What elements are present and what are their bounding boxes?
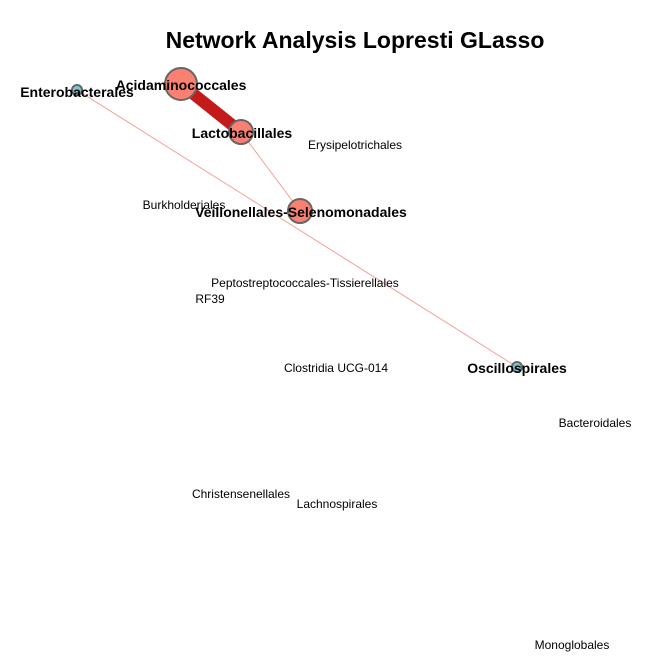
node-layer [71, 67, 523, 373]
edge-layer [76, 79, 518, 368]
node-label-erysipelotrichales: Erysipelotrichales [308, 138, 402, 152]
node-label-monoglobales: Monoglobales [535, 638, 610, 652]
node-label-lachnospirales: Lachnospirales [297, 497, 378, 511]
chart-title: Network Analysis Lopresti GLasso [166, 27, 545, 53]
node-acidaminococcales[interactable] [164, 67, 198, 101]
node-label-bacteroidales: Bacteroidales [559, 416, 632, 430]
node-oscillospirales[interactable] [511, 361, 523, 373]
node-label-veillonellales: Veillonellales-Selenomonadales [195, 204, 407, 220]
node-label-lactobacillales: Lactobacillales [192, 125, 293, 141]
node-label-rf39: RF39 [195, 292, 225, 306]
node-enterobacterales[interactable] [71, 84, 83, 96]
node-lactobacillales[interactable] [228, 119, 254, 145]
node-label-burkholderiales: Burkholderiales [143, 198, 226, 212]
edge-enterobacterales-oscillospirales [76, 89, 518, 368]
node-label-enterobacterales: Enterobacterales [20, 84, 134, 100]
edge-lactobacillales-veillonellales [240, 131, 301, 212]
node-label-peptostreptococcales: Peptostreptococcales-Tissierellales [211, 276, 399, 290]
node-label-christensenellales: Christensenellales [192, 487, 290, 501]
node-veillonellales[interactable] [287, 198, 313, 224]
node-label-oscillospirales: Oscillospirales [467, 360, 567, 376]
node-label-clostridia: Clostridia UCG-014 [284, 361, 388, 375]
node-label-acidaminococcales: Acidaminococcales [116, 77, 247, 93]
